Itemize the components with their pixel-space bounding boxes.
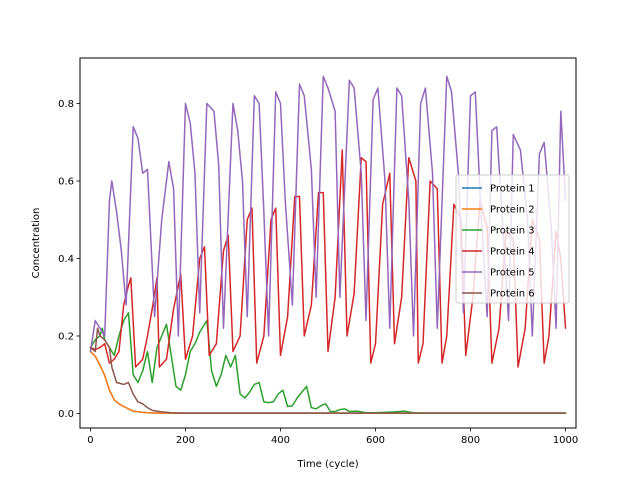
legend-label: Protein 4 bbox=[490, 247, 535, 258]
x-tick-label: 800 bbox=[461, 435, 480, 446]
y-tick-label: 0.0 bbox=[58, 409, 74, 420]
y-tick-label: 0.4 bbox=[58, 254, 74, 265]
legend-label: Protein 5 bbox=[490, 268, 535, 279]
series-group bbox=[89, 75, 567, 414]
legend: Protein 1 Protein 2 Protein 3 Protein 4 Prot… bbox=[455, 174, 570, 304]
legend-label: Protein 2 bbox=[490, 205, 535, 216]
legend-label: Protein 1 bbox=[490, 184, 535, 195]
series-line-protein-6 bbox=[89, 327, 567, 414]
y-tick-label: 0.6 bbox=[58, 177, 74, 188]
x-axis-label: Time (cycle) bbox=[296, 459, 358, 470]
x-tick-label: 0 bbox=[87, 435, 93, 446]
x-tick-label: 200 bbox=[176, 435, 195, 446]
legend-label: Protein 3 bbox=[490, 226, 535, 237]
y-axis: 0.0 0.2 0.4 0.6 0.8 bbox=[58, 99, 80, 420]
series-line-protein-3 bbox=[89, 311, 567, 414]
x-tick-label: 600 bbox=[366, 435, 385, 446]
x-tick-label: 400 bbox=[271, 435, 290, 446]
legend-label: Protein 6 bbox=[490, 289, 535, 300]
y-tick-label: 0.2 bbox=[58, 331, 74, 342]
legend-box bbox=[455, 174, 570, 304]
y-axis-label: Concentration bbox=[31, 208, 42, 279]
plot-frame bbox=[79, 57, 577, 429]
y-tick-label: 0.8 bbox=[58, 99, 74, 110]
x-tick-label: 1000 bbox=[553, 435, 578, 446]
x-axis: 0 200 400 600 800 1000 bbox=[87, 428, 578, 446]
